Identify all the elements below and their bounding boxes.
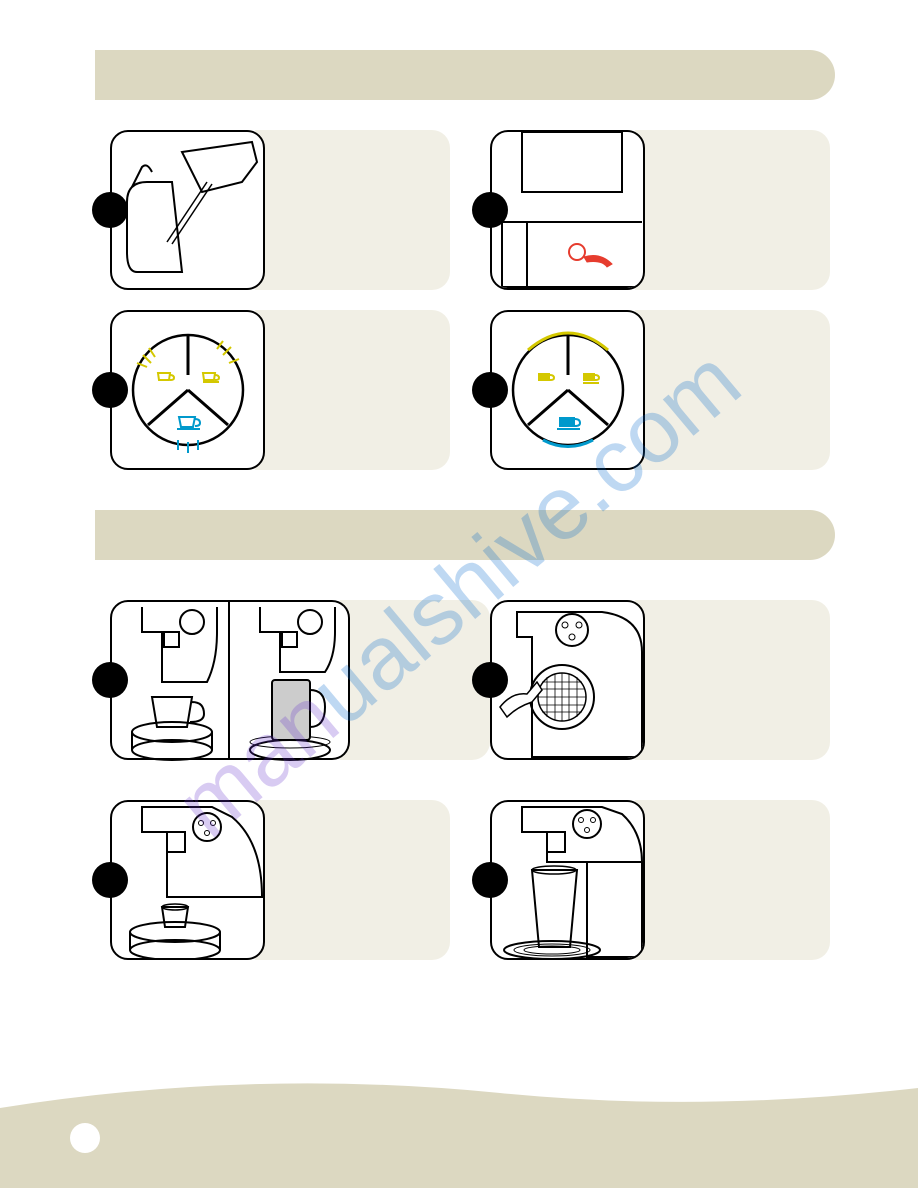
step-number-circle: [92, 372, 128, 408]
step-text-box: [635, 600, 830, 760]
step-text-box: [635, 310, 830, 470]
step-text-box: [255, 310, 450, 470]
cup-small-left-icon: [158, 373, 174, 380]
step-card-2-4: [490, 800, 830, 960]
power-button-icon: [569, 244, 585, 260]
dial-ready-illustration: [503, 325, 633, 455]
step-card-2-1: [110, 600, 490, 760]
cup-large-bottom-icon: [557, 417, 580, 429]
machine-tall-cup-illustration: [492, 802, 645, 960]
step-image-machine-lever: [490, 600, 645, 760]
step-card-2-2: [490, 600, 830, 760]
step-text-box: [635, 800, 830, 960]
step-text-box: [635, 130, 830, 290]
page-container: manualshive.com: [0, 0, 918, 1188]
step-image-dial-blink: [110, 310, 265, 470]
footer-page-circle: [70, 1123, 100, 1153]
blink-rays-blue: [178, 440, 198, 453]
wave-path: [0, 1083, 918, 1188]
step-number-circle: [472, 192, 508, 228]
machine-lever-illustration: [492, 602, 645, 760]
hand-pointer-icon: [584, 256, 612, 267]
step-number-circle: [92, 192, 128, 228]
step-card-1-3: [110, 310, 450, 470]
cup-large-bottom-icon: [177, 417, 200, 429]
machine-small-cup-illustration: [112, 802, 265, 960]
section-2-header: [95, 510, 835, 560]
machine-cup-left-illustration: [112, 602, 232, 762]
step-text-box: [255, 800, 450, 960]
step-text-box: [255, 130, 450, 290]
machine-power-illustration: [492, 132, 645, 290]
step-image-small-cup: [110, 800, 265, 960]
cup-small-right-icon: [203, 373, 219, 382]
step-number-circle: [472, 372, 508, 408]
step-image-kettle: [110, 130, 265, 290]
cup-small-left-icon: [538, 373, 554, 381]
step-number-circle: [92, 662, 128, 698]
cup-small-right-icon: [583, 373, 599, 383]
kettle-pour-illustration: [112, 132, 265, 290]
step-image-tall-cup: [490, 800, 645, 960]
step-card-1-1: [110, 130, 450, 290]
step-image-double-cup: [110, 600, 350, 760]
step-number-circle: [92, 862, 128, 898]
step-card-1-4: [490, 310, 830, 470]
machine-mug-right-illustration: [230, 602, 350, 762]
step-card-1-2: [490, 130, 830, 290]
step-text-box: [340, 600, 490, 760]
dial-blinking-illustration: [123, 325, 253, 455]
footer-wave: [0, 1058, 918, 1188]
step-number-circle: [472, 662, 508, 698]
step-number-circle: [472, 862, 508, 898]
step-image-dial-ready: [490, 310, 645, 470]
step-image-machine-power: [490, 130, 645, 290]
section-1-header: [95, 50, 835, 100]
step-card-2-3: [110, 800, 450, 960]
